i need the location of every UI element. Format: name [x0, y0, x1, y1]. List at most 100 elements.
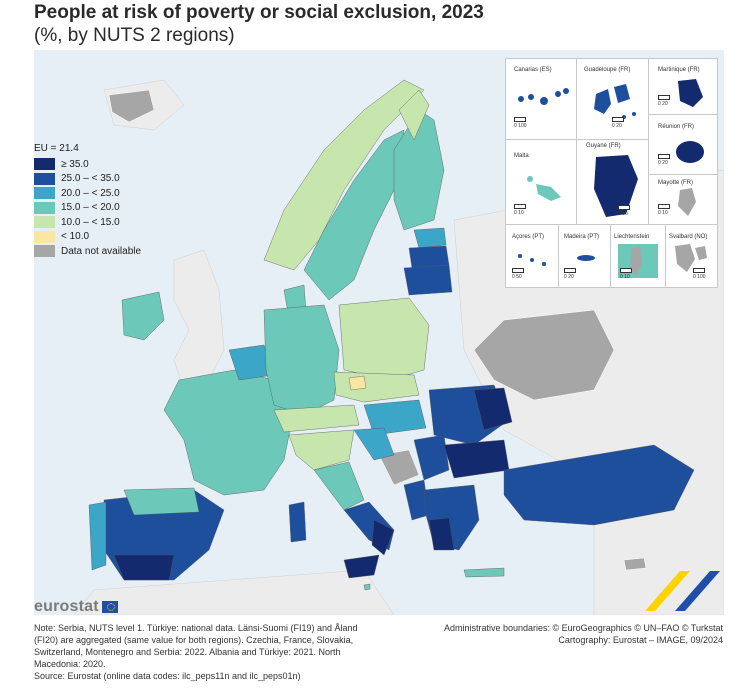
inset-scale: 0 50	[512, 268, 524, 280]
inset-canarias: Canarias (ES) 0 100	[506, 59, 577, 140]
inset-label: Açores (PT)	[512, 234, 545, 240]
legend-label: 25.0 – < 35.0	[61, 173, 120, 185]
region-italy-calabria	[371, 519, 395, 556]
region-sardinia	[288, 501, 307, 543]
region-not-available-cyprus	[623, 557, 647, 571]
inset-scale: 0 100	[514, 117, 527, 129]
map-legend: EU = 21.4 ≥ 35.0 25.0 – < 35.0 20.0 – < …	[34, 143, 141, 259]
inset-acores-shape	[518, 254, 546, 266]
inset-martinique: Martinique (FR) 0 20	[648, 59, 717, 115]
region-romania-ne	[473, 387, 513, 431]
inset-guyane-shape	[594, 155, 638, 217]
map-subtitle: (%, by NUTS 2 regions)	[34, 25, 235, 46]
region-germany	[263, 304, 340, 416]
inset-mayotte-shape	[678, 188, 696, 216]
source-line: Source: Eurostat (online data codes: ilc…	[34, 671, 301, 681]
legend-label: 15.0 – < 20.0	[61, 202, 120, 214]
inset-scale: 0 20	[658, 154, 670, 166]
region-czechia-prague	[348, 375, 367, 391]
region-greece-west	[428, 517, 455, 551]
inset-label: Malta	[514, 153, 529, 159]
footnote-line: Switzerland, Montenegro and Serbia: 2022…	[34, 647, 341, 657]
inset-label: Réunion (FR)	[658, 124, 695, 130]
eu-flag-icon	[101, 601, 118, 613]
inset-scale: 0 20	[658, 95, 670, 107]
region-croatia-slovenia	[353, 427, 395, 461]
region-malta	[363, 583, 371, 591]
region-bulgaria	[443, 439, 510, 479]
region-turkiye	[503, 444, 695, 526]
eurostat-logo: eurostat	[34, 598, 118, 616]
region-portugal	[88, 501, 107, 571]
region-poland	[338, 297, 430, 381]
inset-label: Martinique (FR)	[658, 67, 700, 73]
inset-scale: 0 10	[658, 204, 670, 216]
inset-malta: Malta 0 10	[506, 139, 577, 225]
footnote-line: (FI20) are aggregated (same value for bo…	[34, 635, 354, 645]
land-north-africa	[73, 569, 395, 615]
region-italy-north	[288, 429, 355, 471]
legend-swatch	[34, 172, 55, 185]
legend-swatch	[34, 245, 55, 258]
inset-scale: 0 10	[620, 268, 632, 280]
legend-item: 25.0 – < 35.0	[34, 172, 141, 187]
inset-reunion: Réunion (FR) 0 20	[648, 114, 717, 175]
inset-label: Liechtenstein	[614, 234, 650, 240]
inset-canarias-shape	[518, 88, 569, 105]
inset-guadeloupe-shape	[594, 84, 636, 119]
legend-label: < 10.0	[61, 231, 90, 243]
inset-liechtenstein: Liechtenstein 0 10	[610, 224, 666, 287]
legend-item: ≥ 35.0	[34, 157, 141, 172]
inset-scale: 0 50	[618, 205, 630, 217]
inset-scale: 0 10	[514, 204, 526, 216]
legend-label: 20.0 – < 25.0	[61, 187, 120, 199]
inset-scale: 0 100	[693, 268, 706, 280]
legend-item: 15.0 – < 20.0	[34, 201, 141, 216]
inset-svalbard: Svalbard (NO) 0 100	[665, 224, 717, 287]
inset-mayotte: Mayotte (FR) 0 10	[648, 174, 717, 225]
region-not-available-bosnia	[378, 449, 420, 486]
inset-madeira: Madeira (PT) 0 20	[558, 224, 611, 287]
credits: Administrative boundaries: © EuroGeograp…	[444, 622, 723, 646]
region-spain-south	[113, 554, 175, 581]
inset-maps-panel: Canarias (ES) 0 100 Guadeloupe (FR) 0 20…	[505, 58, 718, 288]
legend-label: 10.0 – < 15.0	[61, 216, 120, 228]
inset-label: Mayotte (FR)	[658, 180, 694, 186]
legend-item: 10.0 – < 15.0	[34, 215, 141, 230]
inset-label: Canarias (ES)	[514, 67, 552, 73]
inset-acores: Açores (PT) 0 50	[506, 224, 559, 287]
inset-label: Madeira (PT)	[564, 234, 600, 240]
region-ireland	[121, 291, 165, 341]
inset-liechtenstein-shape	[618, 244, 658, 278]
legend-item: < 10.0	[34, 230, 141, 245]
inset-label: Guyane (FR)	[586, 143, 621, 149]
inset-scale: 0 20	[612, 117, 624, 129]
corner-decoration-icon	[645, 571, 720, 611]
region-sicily	[343, 554, 380, 579]
inset-label: Svalbard (NO)	[669, 234, 708, 240]
footnote-line: Macedonia: 2020.	[34, 659, 106, 669]
map-title: People at risk of poverty or social excl…	[34, 2, 484, 23]
region-estonia	[413, 227, 447, 249]
legend-label: Data not available	[61, 245, 142, 257]
inset-madeira-shape	[577, 255, 595, 261]
inset-martinique-shape	[678, 79, 703, 107]
legend-item: Data not available	[34, 244, 141, 259]
legend-swatch	[34, 187, 55, 200]
region-crete	[463, 567, 505, 578]
inset-guyane: Guyane (FR) 0 50	[576, 139, 649, 225]
inset-svalbard-shape	[675, 244, 707, 272]
legend-swatch	[34, 216, 55, 229]
legend-item: 20.0 – < 25.0	[34, 186, 141, 201]
region-hungary	[363, 399, 427, 436]
footnote: Note: Serbia, NUTS level 1. Türkiye: nat…	[34, 622, 364, 682]
region-finland-north	[398, 89, 430, 141]
region-norway	[263, 79, 425, 271]
legend-swatch	[34, 158, 55, 171]
region-serbia	[413, 434, 450, 481]
inset-scale: 0 20	[564, 268, 576, 280]
land-uk	[173, 249, 225, 391]
inset-reunion-shape	[676, 141, 704, 163]
credit-line: Administrative boundaries: © EuroGeograp…	[443, 623, 723, 633]
legend-label: ≥ 35.0	[61, 158, 89, 170]
